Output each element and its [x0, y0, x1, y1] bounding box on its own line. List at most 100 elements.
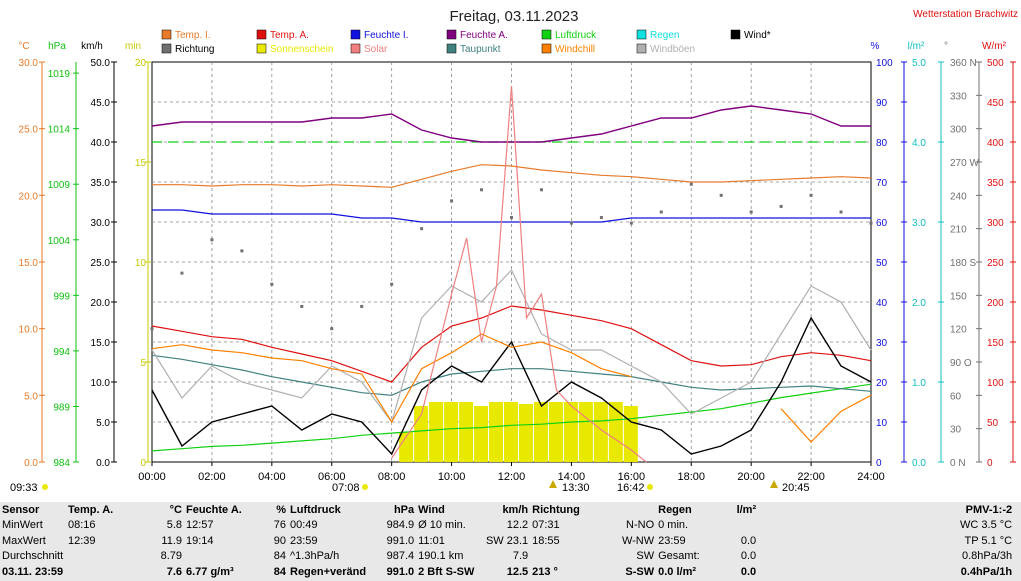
stats-cell: 84	[273, 550, 286, 563]
station-name: Wetterstation Brachwitz	[913, 9, 1018, 20]
stats-cell: 90	[273, 534, 286, 547]
direction-point	[809, 193, 813, 197]
axis-tick-label: 360 N	[950, 58, 977, 69]
axis-header: l/m²	[908, 41, 925, 52]
sunrise-icon	[362, 484, 368, 490]
legend-swatch	[730, 29, 741, 40]
legend-label: Windböen	[650, 44, 695, 55]
direction-point	[300, 304, 304, 308]
direction-point	[330, 327, 334, 331]
stats-cell: l/m²	[736, 503, 757, 516]
legend-label: Sonnenschein	[270, 44, 333, 55]
axis-tick-label: 200	[987, 298, 1004, 309]
stats-cell: 991.0	[386, 534, 415, 547]
stats-cell: 8.79	[160, 550, 182, 563]
axis-tick-label: 250	[987, 258, 1004, 269]
moonrise-icon	[770, 480, 778, 488]
stats-cell: 987.4	[386, 550, 415, 563]
axis-tick-label: 300	[950, 125, 967, 136]
stats-cell	[758, 549, 942, 565]
stats-cell: SW 23.1	[485, 534, 529, 547]
stats-cell	[530, 549, 596, 565]
axis-tick-label: 120	[950, 325, 967, 336]
direction-point	[599, 216, 603, 220]
legend-label: Temp. I.	[175, 30, 211, 41]
axis-tick-label: 180 S	[950, 258, 976, 269]
direction-point	[450, 199, 454, 203]
stats-cell	[66, 549, 142, 565]
axis-tick-label: 5.0	[912, 58, 926, 69]
stats-cell	[596, 502, 656, 518]
legend-swatch	[636, 29, 647, 40]
moon-icon	[549, 480, 557, 488]
axis-tick-label: 999	[53, 291, 70, 302]
x-tick-label: 18:00	[677, 471, 705, 483]
x-tick-label: 14:00	[558, 471, 586, 483]
stats-cell: 12:57	[186, 519, 214, 532]
stats-cell: 991.0	[386, 565, 415, 578]
axis-tick-label: 10	[135, 258, 147, 269]
axis-tick-label: 989	[53, 402, 70, 413]
direction-point	[629, 221, 633, 225]
legend-swatch	[256, 29, 267, 40]
axis-header: °C	[18, 41, 29, 52]
direction-point	[569, 221, 573, 225]
legend-swatch	[541, 29, 552, 40]
axis-tick-label: 10.0	[91, 378, 111, 389]
direction-point	[150, 327, 154, 331]
stats-row: Durchschnitt 8.79 84 ^1.3hPa/h 987.4 190.1 km…	[0, 549, 1014, 565]
axis-tick-label: 450	[987, 98, 1004, 109]
series-line	[151, 268, 872, 424]
stats-cell: ^1.3hPa/h	[290, 550, 340, 563]
legend-swatch	[350, 43, 361, 54]
stats-cell: 84	[273, 565, 286, 578]
x-tick-label: 08:00	[378, 471, 406, 483]
axis-header: min	[125, 41, 141, 52]
time-marker-label: 16:42	[617, 482, 645, 494]
axis-header: hPa	[48, 41, 66, 52]
axis-tick-label: 1009	[48, 180, 71, 191]
stats-cell: Gesamt:	[658, 550, 700, 563]
axis-tick-label: 350	[987, 178, 1004, 189]
legend-label: Windchill	[555, 44, 595, 55]
direction-point	[390, 282, 394, 286]
stats-cell: 190.1 km	[418, 550, 464, 563]
legend-label: Regen	[650, 30, 679, 41]
stats-cell: 7.6	[166, 565, 182, 578]
stats-cell: Wind	[418, 503, 445, 516]
axis-tick-label: 50	[876, 258, 888, 269]
axis-tick-label: 270 W	[950, 158, 979, 169]
chart-axes: 30.0 25.0 20.0 15.0 10.0 5.0 0.0 1019 1014 1009 10…	[19, 58, 1016, 469]
legend-swatch	[446, 29, 457, 40]
time-markers: 09:33 07:08 13:30 16:42 20:45	[10, 480, 810, 494]
axis-tick-label: 0	[140, 458, 146, 469]
direction-point	[510, 216, 513, 220]
stats-cell	[184, 549, 250, 565]
axis-tick-label: 3.0	[912, 218, 926, 229]
sunset-icon	[647, 484, 653, 490]
stats-cell: WC 3.5 °C	[960, 519, 1013, 532]
direction-point	[240, 249, 244, 253]
series-line	[152, 209, 871, 223]
stats-cell: 0.0 l/m²	[658, 565, 697, 578]
x-tick-label: 04:00	[258, 471, 286, 483]
x-tick-label: 02:00	[198, 471, 226, 483]
stats-cell: MinWert	[2, 519, 43, 532]
x-tick-label: 06:00	[318, 471, 346, 483]
axis-tick-label: 984	[53, 458, 70, 469]
x-axis: 00:00 02:00 04:00 06:00 08:00 10:00 12:00 14:00…	[138, 462, 885, 483]
stats-cell: Temp. A.	[68, 503, 114, 516]
stats-cell: 03.11. 23:59	[2, 565, 64, 578]
axis-tick-label: 330	[950, 91, 967, 102]
chart-title: Freitag, 03.11.2023	[450, 8, 579, 25]
stats-cell: 11.9	[161, 534, 182, 547]
axis-tick-label: 40	[876, 298, 888, 309]
axis-tick-label: 5	[140, 358, 146, 369]
direction-point	[749, 210, 753, 214]
axis-tick-label: 0.0	[96, 458, 110, 469]
x-tick-label: 12:00	[498, 471, 526, 483]
x-tick-label: 22:00	[797, 471, 825, 483]
stats-row: 03.11. 23:59 7.6 6.77 g/m³ 84 Regen+veränd 99…	[0, 564, 1014, 580]
sunshine-bar	[399, 432, 414, 462]
axis-tick-label: 210	[950, 225, 967, 236]
